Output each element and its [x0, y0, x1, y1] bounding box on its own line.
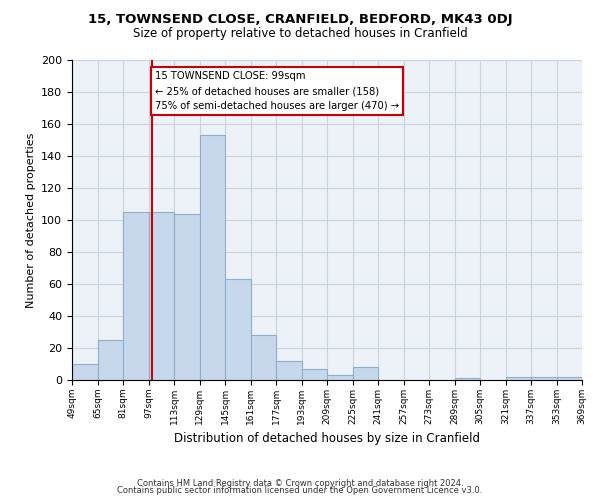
Text: 15, TOWNSEND CLOSE, CRANFIELD, BEDFORD, MK43 0DJ: 15, TOWNSEND CLOSE, CRANFIELD, BEDFORD, …: [88, 12, 512, 26]
Text: Size of property relative to detached houses in Cranfield: Size of property relative to detached ho…: [133, 28, 467, 40]
Bar: [199, 135, 225, 380]
Bar: [149, 212, 174, 380]
Text: Contains public sector information licensed under the Open Government Licence v3: Contains public sector information licen…: [118, 486, 482, 495]
Text: Contains HM Land Registry data © Crown copyright and database right 2024.: Contains HM Land Registry data © Crown c…: [137, 478, 463, 488]
Bar: [225, 279, 251, 380]
Bar: [505, 377, 531, 380]
Bar: [251, 335, 276, 380]
Bar: [174, 214, 199, 380]
Bar: [72, 364, 97, 380]
Y-axis label: Number of detached properties: Number of detached properties: [26, 132, 35, 308]
Bar: [302, 369, 327, 380]
Bar: [353, 367, 378, 380]
Bar: [557, 377, 582, 380]
Bar: [455, 378, 480, 380]
Bar: [531, 377, 557, 380]
X-axis label: Distribution of detached houses by size in Cranfield: Distribution of detached houses by size …: [174, 432, 480, 446]
Bar: [276, 361, 302, 380]
Bar: [123, 212, 149, 380]
Bar: [97, 340, 123, 380]
Text: 15 TOWNSEND CLOSE: 99sqm
← 25% of detached houses are smaller (158)
75% of semi-: 15 TOWNSEND CLOSE: 99sqm ← 25% of detach…: [155, 71, 399, 111]
Bar: [327, 375, 353, 380]
